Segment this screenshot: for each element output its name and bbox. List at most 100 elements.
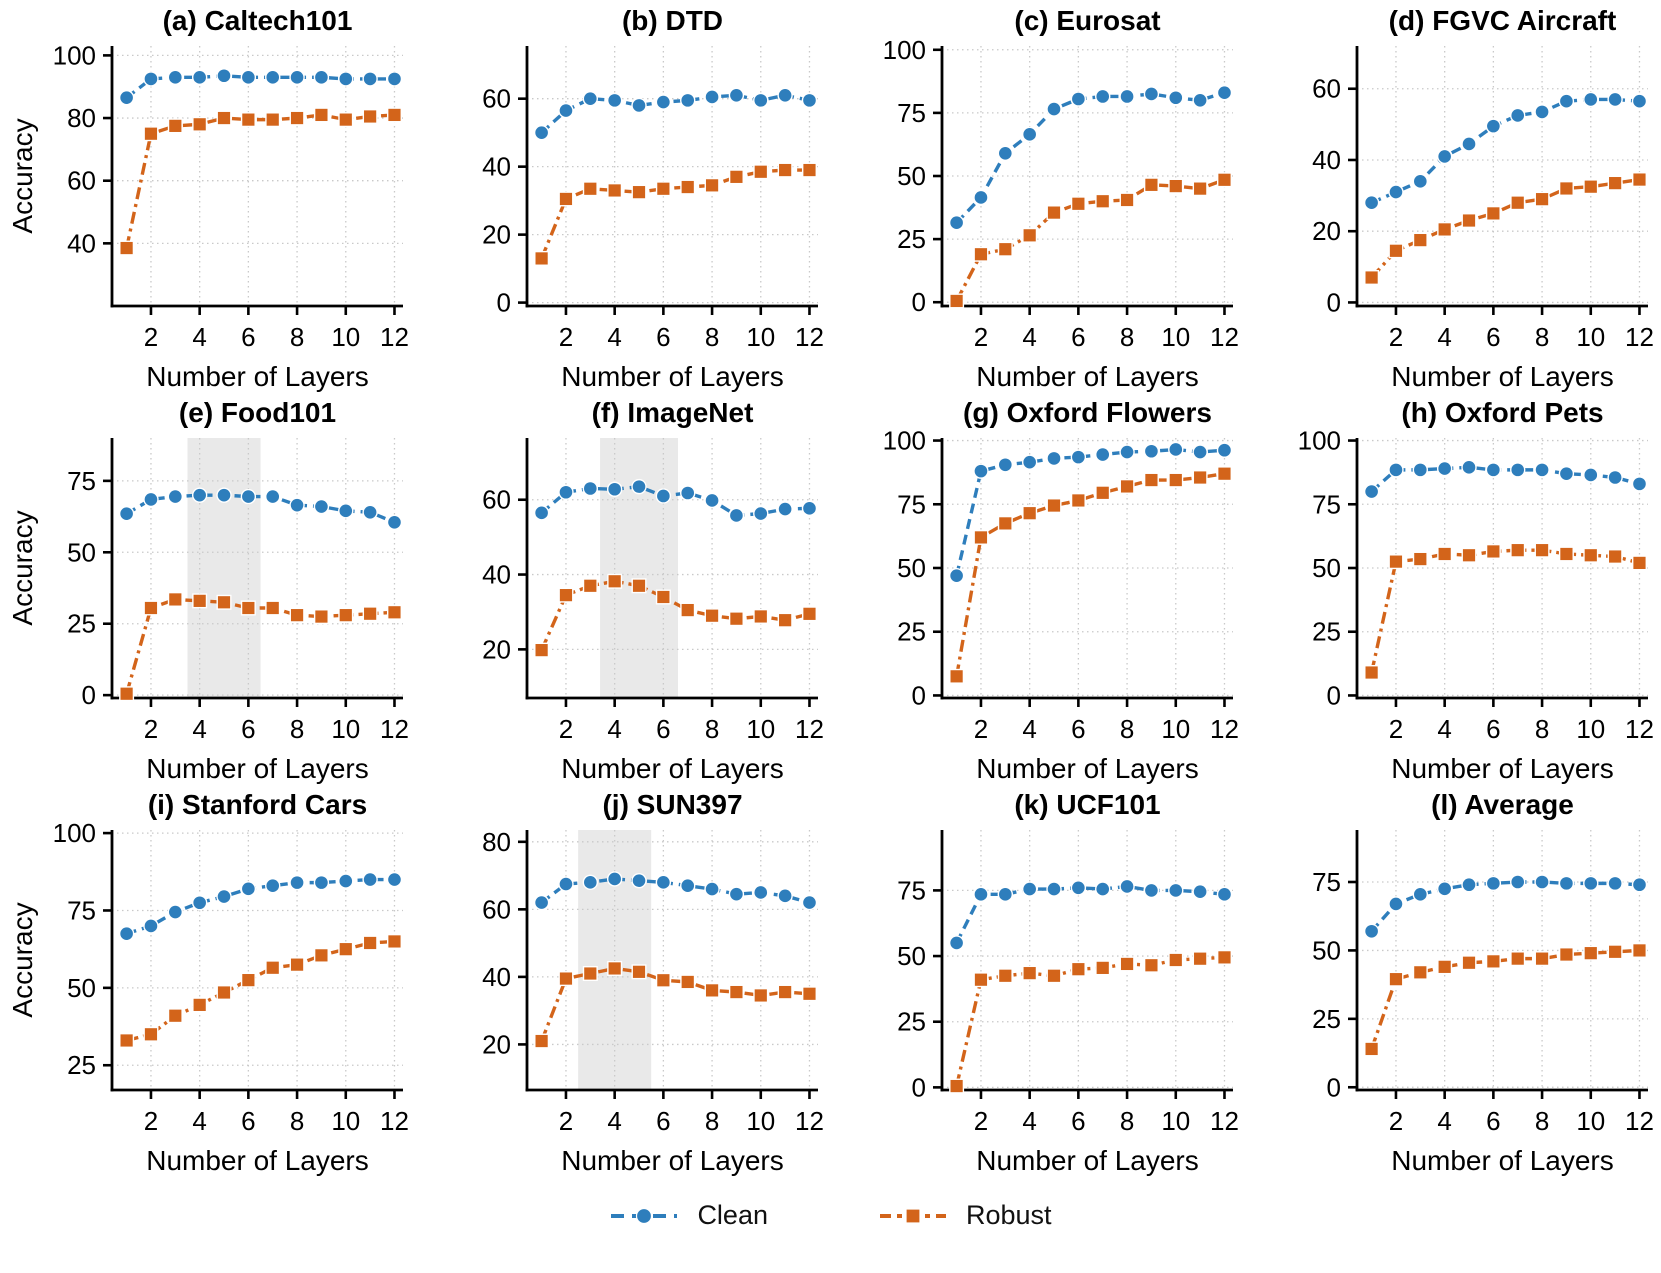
clean-point-marker <box>191 487 208 503</box>
panel-title: (e) Food101 <box>179 397 336 428</box>
robust-legend-glyph <box>879 1207 946 1224</box>
robust-point-marker <box>728 611 744 627</box>
robust-point-marker <box>949 668 965 684</box>
robust-point-marker <box>1168 178 1184 194</box>
chart-svg-imagenet: 2 4 6 8 10 12 20 40 60 (f) ImageNet Number of Laye… <box>482 397 824 784</box>
x-tick-label: 2 <box>559 1106 573 1136</box>
robust-point-marker <box>655 589 671 605</box>
x-axis-label: Number of Layers <box>1391 361 1614 392</box>
clean-point-marker <box>997 886 1014 903</box>
panel-title: (k) UCF101 <box>1014 789 1160 820</box>
y-tick-label: 20 <box>482 1029 511 1059</box>
clean-point-marker <box>1583 875 1599 892</box>
clean-point-marker <box>386 871 403 888</box>
clean-point-marker <box>1119 444 1135 460</box>
clean-point-marker <box>1412 173 1429 190</box>
y-tick-label: 0 <box>497 288 511 318</box>
x-axis-label: Number of Layers <box>561 753 784 784</box>
robust-point-marker <box>1437 221 1453 237</box>
robust-point-marker <box>777 162 793 178</box>
x-tick-label: 10 <box>1576 1106 1605 1136</box>
x-tick-label: 2 <box>144 1106 158 1136</box>
clean-point-marker <box>143 71 159 87</box>
chart-panel-dtd: 2 4 6 8 10 12 0 20 40 60 (b) DTD Number of Layers <box>415 0 830 392</box>
robust-point-marker <box>1412 964 1428 980</box>
legend-circle-marker <box>636 1207 653 1224</box>
x-tick-label: 8 <box>1120 1106 1134 1136</box>
robust-point-marker <box>949 293 965 309</box>
clean-point-marker <box>1095 881 1111 897</box>
y-tick-label: 100 <box>53 818 96 848</box>
series-line-robust <box>124 597 395 695</box>
clean-point-marker <box>118 89 135 106</box>
x-axis-label: Number of Layers <box>1391 1145 1614 1176</box>
clean-point-marker <box>216 888 232 905</box>
robust-point-marker <box>1022 965 1038 981</box>
x-tick-label: 6 <box>656 714 670 744</box>
robust-point-marker <box>777 612 793 628</box>
robust-point-marker <box>631 184 647 200</box>
clean-point-marker <box>1216 886 1233 903</box>
clean-point-marker <box>728 507 745 524</box>
clean-point-marker <box>313 69 330 86</box>
clean-point-marker <box>753 884 769 901</box>
x-axis-label: Number of Layers <box>976 361 1199 392</box>
robust-point-marker <box>558 971 574 987</box>
panel-title: (d) FGVC Aircraft <box>1389 5 1617 36</box>
clean-point-marker <box>1095 88 1111 105</box>
robust-point-marker <box>143 126 159 142</box>
robust-point-marker <box>1046 968 1062 984</box>
legend-item-robust: Robust <box>878 1200 1052 1231</box>
shaded-region <box>600 438 678 698</box>
clean-point-marker <box>655 874 672 891</box>
y-tick-label: 25 <box>1312 617 1341 647</box>
clean-point-marker <box>1558 93 1575 109</box>
x-tick-label: 10 <box>746 322 775 352</box>
robust-point-marker <box>216 110 232 126</box>
clean-point-marker <box>1363 195 1380 211</box>
clean-point-marker <box>582 874 599 891</box>
y-tick-label: 50 <box>1312 935 1341 965</box>
robust-point-marker <box>1461 547 1477 563</box>
robust-point-marker <box>680 602 696 618</box>
y-axis-label: Accuracy <box>7 902 38 1017</box>
clean-point-marker <box>1119 878 1135 895</box>
robust-point-marker <box>216 594 232 610</box>
clean-point-marker <box>1216 442 1233 458</box>
legend-label-robust: Robust <box>965 1200 1052 1230</box>
clean-point-marker <box>1363 483 1380 500</box>
x-tick-label: 2 <box>1389 322 1403 352</box>
robust-point-marker <box>386 107 402 123</box>
robust-point-marker <box>973 972 989 988</box>
x-tick-label: 6 <box>1071 1106 1085 1136</box>
clean-point-marker <box>582 90 599 107</box>
clean-point-marker <box>1510 462 1526 478</box>
robust-point-marker <box>582 578 598 594</box>
robust-point-marker <box>1070 961 1086 977</box>
clean-point-marker <box>1607 469 1623 486</box>
robust-point-marker <box>1583 179 1599 195</box>
robust-point-marker <box>753 987 769 1003</box>
robust-point-marker <box>1558 947 1574 963</box>
robust-point-marker <box>1412 232 1428 248</box>
clean-point-marker <box>1461 459 1477 476</box>
clean-point-marker <box>1192 884 1208 900</box>
shaded-region <box>187 438 261 698</box>
clean-point-marker <box>1070 449 1087 465</box>
series-line-robust <box>126 939 395 1043</box>
clean-point-marker <box>948 214 965 231</box>
robust-point-marker <box>1437 546 1453 562</box>
x-tick-label: 8 <box>1535 1106 1549 1136</box>
y-tick-label: 50 <box>897 553 926 583</box>
panel-title: (c) Eurosat <box>1014 5 1160 36</box>
clean-point-marker <box>1631 877 1648 893</box>
y-tick-label: 60 <box>67 166 96 196</box>
y-tick-label: 100 <box>1298 426 1341 456</box>
y-tick-label: 100 <box>883 426 926 456</box>
clean-point-marker <box>1631 476 1648 492</box>
clean-point-marker <box>289 497 305 513</box>
clean-point-marker <box>1216 84 1233 101</box>
x-tick-label: 2 <box>559 322 573 352</box>
x-axis-label: Number of Layers <box>146 753 369 784</box>
chart-panel-stanford-cars: 2 4 6 8 10 12 25 50 75 100 (i) Stanford Cars Number… <box>0 784 415 1176</box>
